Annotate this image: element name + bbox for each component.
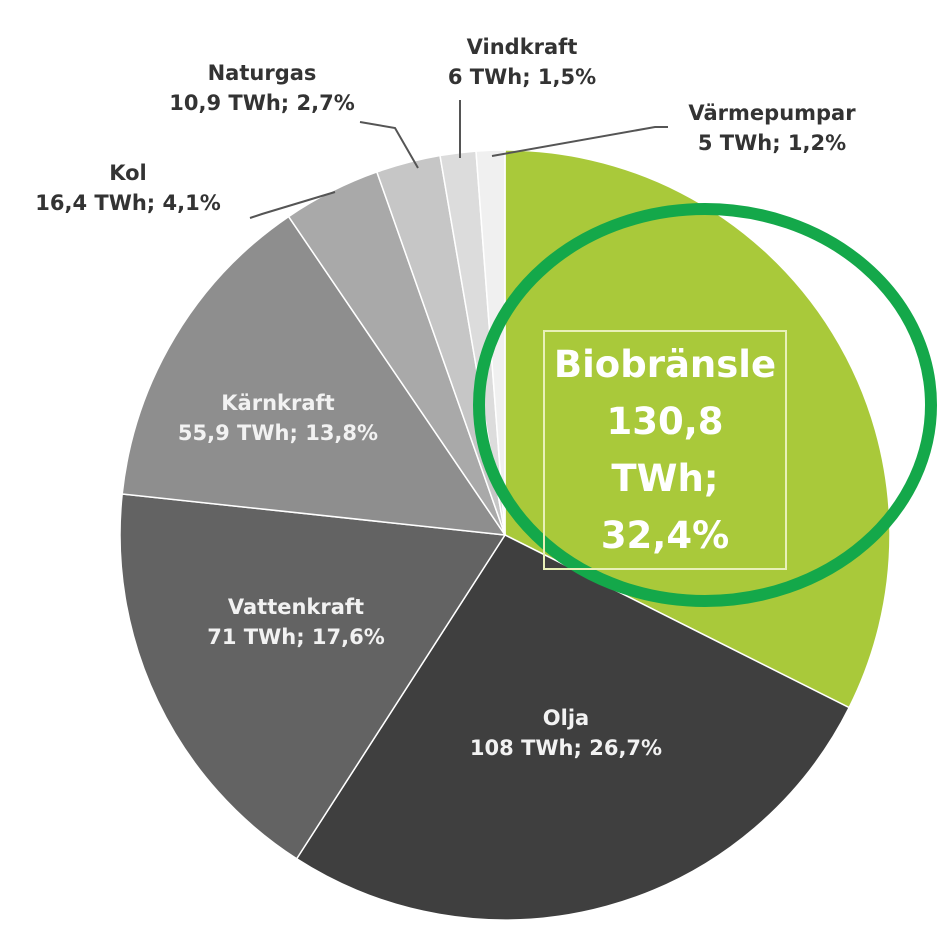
- slice-label: Kärnkraft 55,9 TWh; 13,8%: [178, 388, 378, 448]
- category-label: Olja: [542, 706, 590, 730]
- category-label: Vindkraft: [466, 35, 578, 59]
- value-label: 55,9 TWh; 13,8%: [177, 421, 379, 445]
- highlight-ellipse: [473, 203, 937, 607]
- value-label: 10,9 TWh; 2,7%: [169, 91, 355, 115]
- value-label: 71 TWh; 17,6%: [207, 625, 385, 649]
- category-label: Kol: [109, 161, 147, 185]
- leader-line: [249, 191, 336, 219]
- slice-label: Kol 16,4 TWh; 4,1%: [35, 158, 221, 218]
- leader-lines: [249, 100, 668, 219]
- pie-slice: [119, 493, 507, 860]
- category-label: Kärnkraft: [221, 391, 335, 415]
- value-label: 108 TWh; 26,7%: [469, 736, 663, 760]
- slice-label: Biobränsle 130,8 TWh; 32,4%: [543, 330, 787, 570]
- leader-line: [491, 126, 668, 157]
- slice-label: Olja 108 TWh; 26,7%: [470, 703, 662, 763]
- value-label: 16,4 TWh; 4,1%: [35, 191, 221, 215]
- value-label: 130,8 TWh; 32,4%: [600, 400, 730, 557]
- leader-line: [359, 121, 419, 169]
- slice-label: Värmepumpar 5 TWh; 1,2%: [688, 98, 855, 158]
- slice-label: Vindkraft 6 TWh; 1,5%: [448, 32, 596, 92]
- pie-slice: [295, 534, 851, 921]
- category-label: Biobränsle: [553, 343, 777, 386]
- value-label: 5 TWh; 1,2%: [697, 131, 847, 155]
- category-label: Vattenkraft: [227, 595, 365, 619]
- category-label: Naturgas: [207, 61, 317, 85]
- category-label: Värmepumpar: [688, 101, 856, 125]
- value-label: 6 TWh; 1,5%: [447, 65, 597, 89]
- pie-slice: [121, 215, 507, 536]
- slice-label: Naturgas 10,9 TWh; 2,7%: [169, 58, 355, 118]
- slice-label: Vattenkraft 71 TWh; 17,6%: [207, 592, 385, 652]
